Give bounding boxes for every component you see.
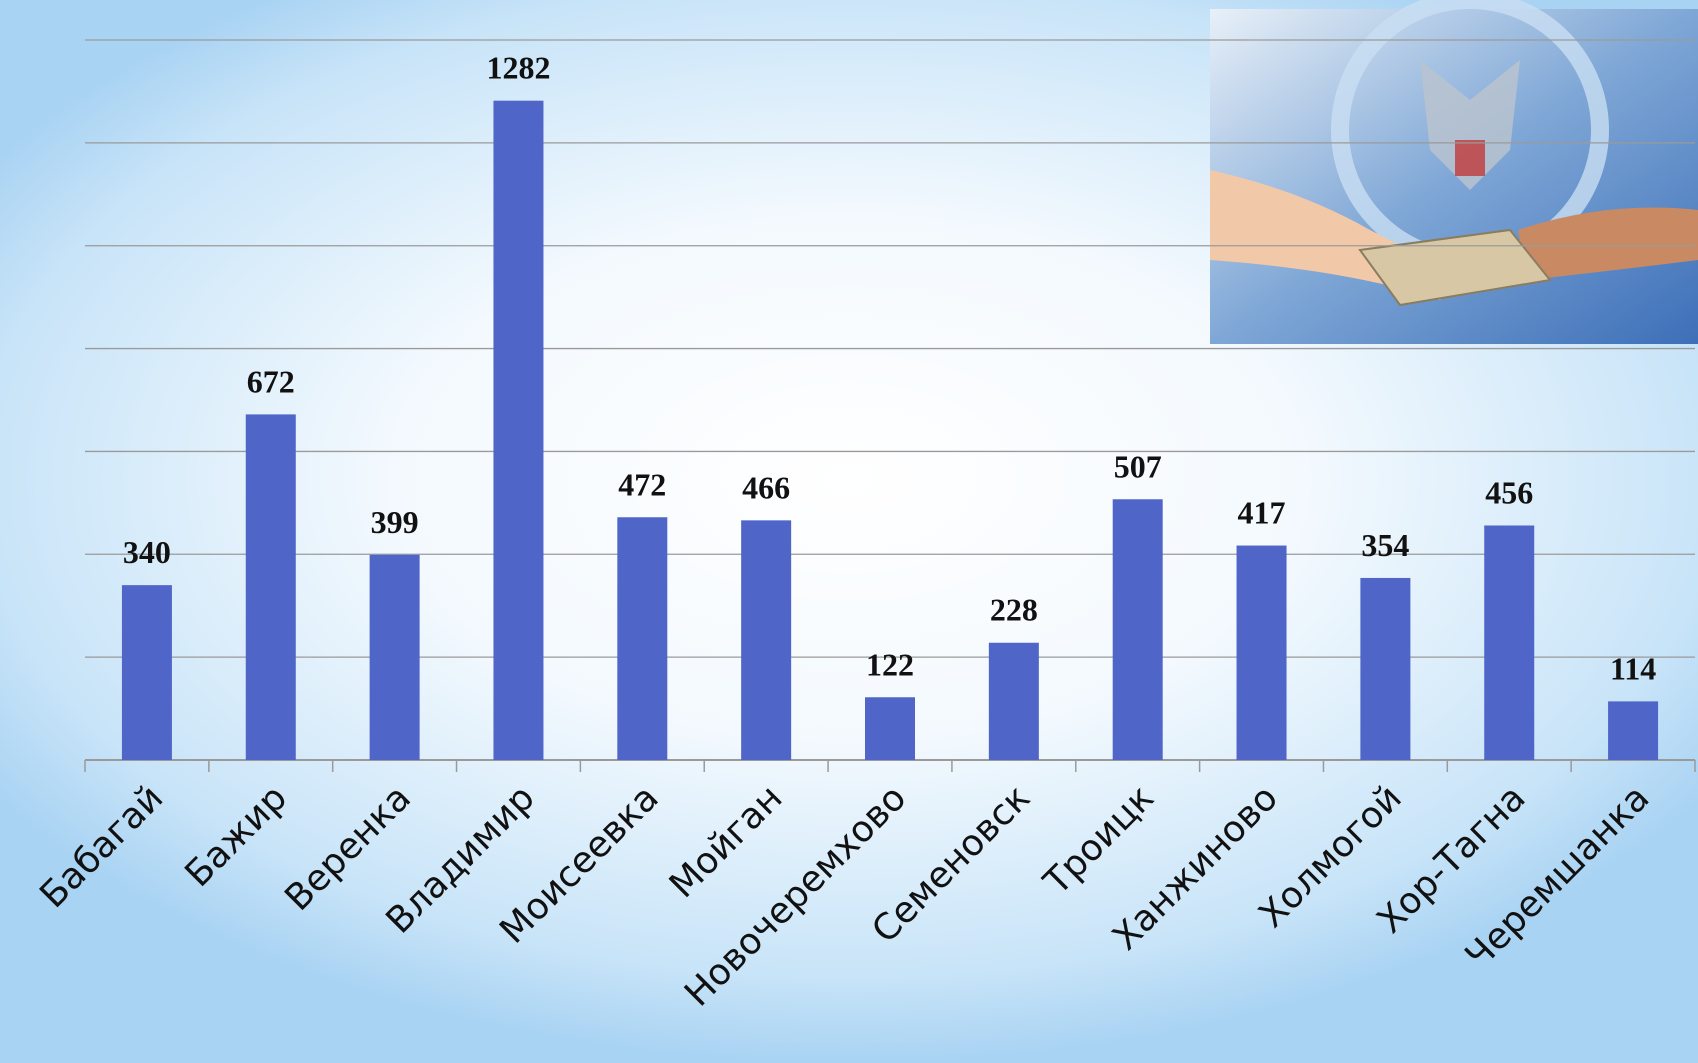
bar <box>1484 525 1535 760</box>
value-label: 340 <box>123 534 171 570</box>
bar <box>1608 701 1659 760</box>
illustration <box>1210 0 1698 344</box>
value-label: 456 <box>1485 474 1533 510</box>
value-label: 466 <box>742 469 790 505</box>
bar <box>617 517 668 760</box>
value-label: 417 <box>1238 495 1286 531</box>
value-label: 122 <box>866 646 914 682</box>
bar <box>369 554 420 760</box>
value-label: 672 <box>247 363 295 399</box>
x-tick-label: Новочеремхово <box>677 777 914 1014</box>
bar <box>1236 545 1287 760</box>
value-label: 114 <box>1610 650 1656 686</box>
value-label: 354 <box>1361 527 1409 563</box>
bar <box>121 585 172 760</box>
x-tick-label: Мойган <box>662 777 791 906</box>
value-label: 228 <box>990 592 1038 628</box>
bar <box>988 642 1039 760</box>
x-tick-label: Бабагай <box>32 777 171 916</box>
bar <box>493 100 544 760</box>
bar <box>741 520 792 760</box>
value-label: 399 <box>371 504 419 540</box>
x-tick-label: Троицк <box>1036 777 1162 903</box>
x-tick-label: Бажир <box>177 777 295 895</box>
value-label: 507 <box>1114 448 1162 484</box>
bar <box>865 697 915 760</box>
bar <box>1112 499 1163 760</box>
bar <box>245 414 296 760</box>
value-label: 1282 <box>486 50 550 86</box>
bar <box>1360 577 1411 760</box>
value-label: 472 <box>618 466 666 502</box>
